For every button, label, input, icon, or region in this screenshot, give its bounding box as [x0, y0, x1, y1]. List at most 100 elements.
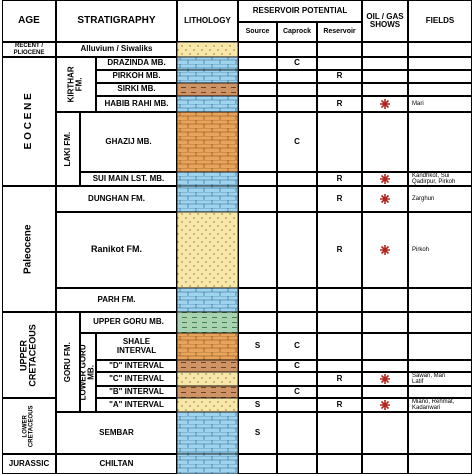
lithology-fill	[176, 69, 239, 84]
header-caprock: Caprock	[277, 22, 317, 42]
unit-name-text: SIRKI MB.	[117, 84, 156, 94]
caprock-cell	[277, 83, 317, 96]
header-fields-text: FIELDS	[425, 15, 455, 25]
formation-cell-text: LOWER GORU MB.	[78, 344, 96, 401]
fields-cell	[408, 312, 472, 333]
unit-name: SEMBAR	[56, 412, 177, 454]
reservoir-cell	[317, 312, 362, 333]
header-shows: OIL / GAS SHOWS	[362, 0, 408, 42]
lithology-fill	[176, 95, 239, 113]
reservoir-cell-text: R	[336, 399, 343, 409]
unit-name-text: SEMBAR	[99, 427, 134, 437]
unit-name-text: UPPER GORU MB.	[93, 317, 164, 327]
formation-cell: GORU FM.	[56, 312, 80, 412]
fields-cell	[408, 386, 472, 398]
reservoir-cell	[317, 360, 362, 372]
reservoir-cell	[317, 288, 362, 312]
shows-cell	[362, 360, 408, 372]
lithology-fill	[176, 397, 239, 413]
source-cell	[238, 360, 277, 372]
lithology-fill	[176, 211, 239, 289]
lithology-fill	[176, 82, 239, 97]
reservoir-cell	[317, 83, 362, 96]
header-lithology: LITHOLOGY	[177, 0, 238, 42]
lithology-fill	[176, 332, 239, 361]
formation-cell-text: GORU FM.	[62, 341, 72, 382]
shows-cell	[362, 312, 408, 333]
source-cell	[238, 386, 277, 398]
reservoir-cell-text: R	[336, 173, 343, 183]
unit-name-text: "D" INTERVAL	[109, 360, 164, 370]
reservoir-cell-text: R	[336, 373, 343, 383]
shows-cell	[362, 288, 408, 312]
age-cell: UPPER CRETACEOUS	[2, 312, 56, 398]
fields-cell-text: Kandhkot, Sui Qadirpur, Pirkoh	[412, 172, 456, 185]
unit-name-text: SUI MAIN LST. MB.	[92, 173, 165, 183]
header-age: AGE	[2, 0, 56, 42]
lithology-fill	[176, 185, 239, 213]
unit-name-text: Ranikot FM.	[91, 244, 142, 255]
reservoir-cell: R	[317, 372, 362, 386]
shows-cell	[362, 96, 408, 112]
reservoir-cell	[317, 333, 362, 360]
unit-name: SHALE INTERVAL	[96, 333, 177, 360]
unit-name: PARH FM.	[56, 288, 177, 312]
fields-cell	[408, 360, 472, 372]
caprock-cell	[277, 312, 317, 333]
age-cell-text: UPPER CRETACEOUS	[18, 323, 38, 387]
unit-name: DUNGHAN FM.	[56, 186, 177, 212]
unit-name-text: DUNGHAN FM.	[88, 193, 145, 203]
fields-cell	[408, 83, 472, 96]
fields-cell-text: Miano, Rehmat, Kadanwari	[412, 398, 455, 411]
unit-name-text: "C" INTERVAL	[109, 373, 164, 383]
source-cell: S	[238, 398, 277, 412]
header-lithology-text: LITHOLOGY	[184, 15, 231, 25]
unit-name-text: SHALE INTERVAL	[116, 337, 157, 355]
fields-cell	[408, 112, 472, 172]
header-reservoir-text: Reservoir	[323, 28, 356, 36]
header-reservoir: Reservoir	[317, 22, 362, 42]
unit-name: "C" INTERVAL	[96, 372, 177, 386]
oil-gas-show-symbol	[380, 245, 390, 255]
shows-cell	[362, 57, 408, 70]
unit-name: PIRKOH MB.	[96, 70, 177, 83]
formation-cell: KIRTHAR FM.	[56, 57, 96, 112]
caprock-cell: C	[277, 386, 317, 398]
source-cell	[238, 83, 277, 96]
caprock-cell	[277, 288, 317, 312]
shows-cell	[362, 454, 408, 474]
reservoir-cell: R	[317, 96, 362, 112]
lithology-fill	[176, 411, 239, 455]
shows-cell	[362, 412, 408, 454]
unit-name: DRAZINDA MB.	[96, 57, 177, 70]
reservoir-cell	[317, 412, 362, 454]
caprock-cell: C	[277, 112, 317, 172]
caprock-cell	[277, 186, 317, 212]
fields-cell: Zarghun	[408, 186, 472, 212]
reservoir-cell: R	[317, 172, 362, 186]
reservoir-cell-text: R	[336, 193, 343, 203]
source-cell	[238, 312, 277, 333]
fields-cell	[408, 333, 472, 360]
reservoir-cell-text: R	[336, 98, 343, 108]
header-fields: FIELDS	[408, 0, 472, 42]
shows-cell	[362, 70, 408, 83]
caprock-cell-text: C	[294, 341, 300, 351]
fields-cell-text: Sawan, Mari Latif	[412, 372, 446, 385]
caprock-cell: C	[277, 360, 317, 372]
shows-cell	[362, 172, 408, 186]
unit-name: UPPER GORU MB.	[80, 312, 177, 333]
caprock-cell	[277, 212, 317, 288]
oil-gas-show-symbol	[380, 194, 390, 204]
unit-name: Alluvium / Siwaliks	[56, 42, 177, 57]
caprock-cell: C	[277, 57, 317, 70]
fields-cell	[408, 412, 472, 454]
unit-name-text: PARH FM.	[97, 294, 136, 304]
caprock-cell-text: C	[294, 386, 300, 396]
reservoir-cell: R	[317, 70, 362, 83]
unit-name: "A" INTERVAL	[96, 398, 177, 412]
unit-name: HABIB RAHI MB.	[96, 96, 177, 112]
lithology-fill	[176, 56, 239, 71]
source-cell	[238, 288, 277, 312]
